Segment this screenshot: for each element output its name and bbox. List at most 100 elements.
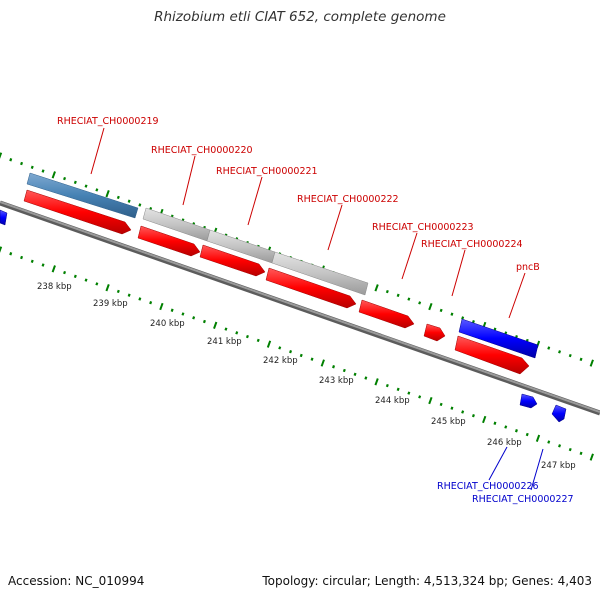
- gene-222-outer[interactable]: [271, 251, 369, 296]
- inner-minor-tick: [149, 301, 153, 305]
- gene-219-outer[interactable]: [26, 172, 139, 219]
- gene-226-feature[interactable]: [519, 393, 538, 409]
- inner-minor-tick: [514, 429, 518, 433]
- map-title: Rhizobium etli CIAT 652, complete genome: [154, 9, 446, 25]
- inner-minor-tick: [364, 376, 368, 380]
- outer-minor-tick: [63, 176, 67, 181]
- outer-minor-tick: [579, 357, 583, 362]
- gene-label-226[interactable]: RHECIAT_CH0000226: [437, 481, 539, 492]
- inner-minor-tick: [20, 255, 24, 260]
- outer-minor-tick: [385, 289, 389, 294]
- gene-label-222[interactable]: RHECIAT_CH0000222: [297, 194, 399, 205]
- accession-text: Accession: NC_010994: [8, 574, 145, 588]
- outer-major-tick: [374, 284, 379, 292]
- inner-minor-tick: [138, 297, 142, 301]
- inner-minor-tick: [30, 259, 34, 263]
- gene-left-fragment[interactable]: [0, 209, 8, 226]
- inner-minor-tick: [192, 316, 196, 320]
- inner-minor-tick: [41, 263, 45, 267]
- inner-minor-tick: [84, 278, 88, 282]
- outer-minor-tick: [30, 165, 34, 169]
- outer-minor-tick: [568, 353, 572, 358]
- gene-223-cds[interactable]: [358, 299, 415, 329]
- inner-minor-tick: [63, 270, 67, 275]
- gene-220-cds[interactable]: [137, 225, 201, 257]
- gene-219-cds[interactable]: [23, 189, 132, 235]
- inner-minor-tick: [289, 350, 293, 354]
- inner-minor-tick: [579, 451, 583, 456]
- inner-minor-tick: [245, 334, 249, 339]
- gene-label-219[interactable]: RHECIAT_CH0000219: [57, 116, 159, 127]
- inner-minor-tick: [224, 327, 228, 331]
- gene-227-feature[interactable]: [551, 404, 567, 423]
- inner-minor-tick: [353, 372, 357, 376]
- inner-major-tick: [0, 246, 3, 253]
- outer-minor-tick: [558, 350, 562, 354]
- scale-label-244: 244 kbp: [375, 396, 410, 406]
- inner-major-tick: [320, 359, 325, 367]
- scale-label-247: 247 kbp: [541, 461, 576, 471]
- inner-minor-tick: [439, 402, 443, 407]
- outer-minor-tick: [418, 301, 422, 305]
- scale-label-243: 243 kbp: [319, 376, 354, 386]
- scale-label-240: 240 kbp: [150, 319, 185, 329]
- scale-label-239: 239 kbp: [93, 299, 128, 309]
- gene-label-pncB[interactable]: pncB: [516, 262, 540, 273]
- gene-221-cds[interactable]: [199, 244, 266, 277]
- inner-major-tick: [482, 415, 487, 424]
- inner-minor-tick: [504, 425, 508, 429]
- outer-minor-tick: [41, 169, 45, 173]
- label-leaders: [90, 127, 544, 491]
- inner-minor-tick: [525, 432, 529, 437]
- gene-222-cds[interactable]: [265, 267, 357, 309]
- gene-label-227[interactable]: RHECIAT_CH0000227: [472, 494, 574, 505]
- inner-minor-tick: [332, 365, 336, 369]
- outer-major-tick: [105, 190, 110, 198]
- inner-minor-tick: [278, 346, 282, 350]
- inner-minor-tick: [418, 395, 422, 399]
- outer-minor-tick: [95, 188, 99, 192]
- gene-pncB-outer[interactable]: [458, 318, 539, 359]
- inner-minor-tick: [9, 252, 13, 256]
- inner-major-tick: [374, 378, 379, 386]
- inner-minor-tick: [385, 383, 389, 388]
- outer-minor-tick: [84, 184, 88, 188]
- outer-minor-tick: [439, 308, 443, 313]
- outer-minor-tick: [450, 312, 454, 316]
- outer-minor-tick: [547, 346, 551, 350]
- outer-minor-tick: [127, 199, 131, 203]
- gene-features: [0, 172, 567, 423]
- inner-minor-tick: [170, 308, 174, 312]
- inner-tick-track: [0, 246, 594, 461]
- inner-minor-tick: [547, 440, 551, 444]
- inner-minor-tick: [73, 274, 77, 279]
- inner-minor-tick: [471, 414, 475, 418]
- inner-minor-tick: [493, 421, 497, 425]
- inner-minor-tick: [450, 406, 454, 410]
- outer-minor-tick: [407, 297, 411, 301]
- inner-minor-tick: [461, 410, 465, 414]
- scale-label-246: 246 kbp: [487, 438, 522, 448]
- inner-major-tick: [105, 284, 110, 292]
- outer-minor-tick: [138, 203, 142, 207]
- gene-224-cds[interactable]: [423, 323, 446, 342]
- outer-minor-tick: [396, 293, 400, 298]
- inner-minor-tick: [235, 331, 239, 335]
- outer-major-tick: [51, 171, 56, 179]
- outer-minor-tick: [73, 180, 77, 185]
- outer-minor-tick: [461, 316, 465, 320]
- gene-label-224[interactable]: RHECIAT_CH0000224: [421, 239, 523, 250]
- gene-pncB-cds[interactable]: [454, 335, 530, 375]
- gene-label-220[interactable]: RHECIAT_CH0000220: [151, 145, 253, 156]
- outer-major-tick: [428, 302, 433, 311]
- inner-minor-tick: [202, 319, 206, 324]
- inner-major-tick: [159, 302, 164, 311]
- outer-major-tick: [0, 152, 3, 159]
- outer-minor-tick: [20, 161, 24, 166]
- scale-label-245: 245 kbp: [431, 417, 466, 427]
- inner-minor-tick: [568, 447, 572, 452]
- gene-label-223[interactable]: RHECIAT_CH0000223: [372, 222, 474, 233]
- gene-label-221[interactable]: RHECIAT_CH0000221: [216, 166, 318, 177]
- scale-label-238: 238 kbp: [37, 282, 72, 292]
- inner-major-tick: [589, 453, 594, 461]
